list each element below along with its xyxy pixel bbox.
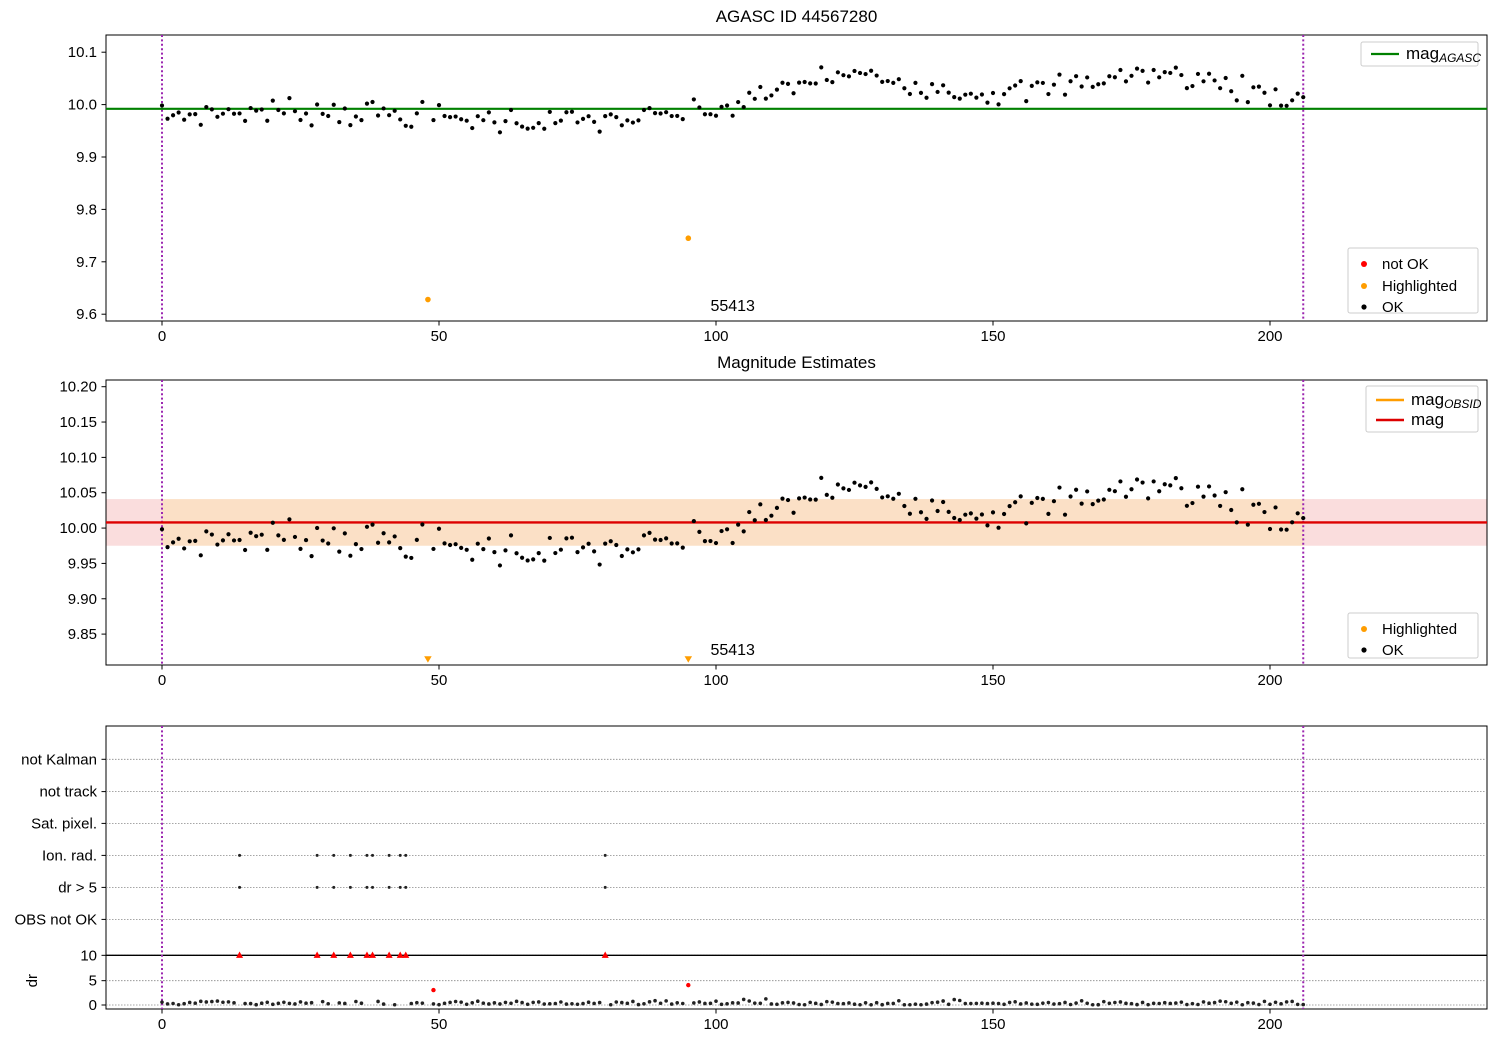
svg-text:10.10: 10.10 (59, 449, 97, 466)
svg-text:200: 200 (1257, 1016, 1282, 1033)
svg-text:0: 0 (89, 997, 97, 1014)
svg-text:dr: dr (24, 974, 41, 987)
svg-text:200: 200 (1257, 328, 1282, 345)
svg-text:0: 0 (158, 1016, 166, 1033)
svg-text:Highlighted: Highlighted (1382, 278, 1457, 295)
svg-text:9.85: 9.85 (68, 626, 97, 643)
svg-text:0: 0 (158, 328, 166, 345)
svg-text:10.0: 10.0 (68, 97, 97, 114)
svg-text:9.90: 9.90 (68, 591, 97, 608)
svg-text:50: 50 (431, 1016, 448, 1033)
svg-text:5: 5 (89, 973, 97, 990)
svg-text:9.9: 9.9 (76, 149, 97, 166)
svg-text:50: 50 (431, 328, 448, 345)
svg-text:not Kalman: not Kalman (21, 751, 97, 768)
svg-text:9.7: 9.7 (76, 254, 97, 271)
svg-text:55413: 55413 (710, 642, 755, 659)
svg-text:150: 150 (980, 672, 1005, 689)
svg-text:9.6: 9.6 (76, 306, 97, 323)
svg-text:100: 100 (703, 1016, 728, 1033)
svg-text:10.05: 10.05 (59, 485, 97, 502)
svg-text:Sat. pixel.: Sat. pixel. (31, 815, 97, 832)
svg-text:OK: OK (1382, 299, 1404, 316)
svg-text:9.95: 9.95 (68, 555, 97, 572)
svg-text:150: 150 (980, 1016, 1005, 1033)
svg-text:OBS not OK: OBS not OK (14, 911, 97, 928)
svg-text:Ion. rad.: Ion. rad. (42, 847, 97, 864)
svg-text:Magnitude Estimates: Magnitude Estimates (717, 353, 876, 372)
svg-text:not track: not track (39, 784, 97, 801)
svg-text:50: 50 (431, 672, 448, 689)
svg-text:10.00: 10.00 (59, 520, 97, 537)
svg-text:10.1: 10.1 (68, 44, 97, 61)
svg-text:not OK: not OK (1382, 256, 1429, 273)
svg-text:100: 100 (703, 328, 728, 345)
svg-text:10.15: 10.15 (59, 414, 97, 431)
svg-text:0: 0 (158, 672, 166, 689)
svg-text:10.20: 10.20 (59, 379, 97, 396)
svg-text:dr > 5: dr > 5 (58, 879, 97, 896)
svg-text:OK: OK (1382, 642, 1404, 659)
svg-text:AGASC ID 44567280: AGASC ID 44567280 (716, 7, 878, 26)
svg-text:100: 100 (703, 672, 728, 689)
svg-text:Highlighted: Highlighted (1382, 621, 1457, 638)
svg-text:200: 200 (1257, 672, 1282, 689)
svg-text:mag: mag (1411, 410, 1444, 429)
svg-text:9.8: 9.8 (76, 201, 97, 218)
svg-text:55413: 55413 (710, 298, 755, 315)
svg-text:10: 10 (80, 947, 97, 964)
svg-text:150: 150 (980, 328, 1005, 345)
